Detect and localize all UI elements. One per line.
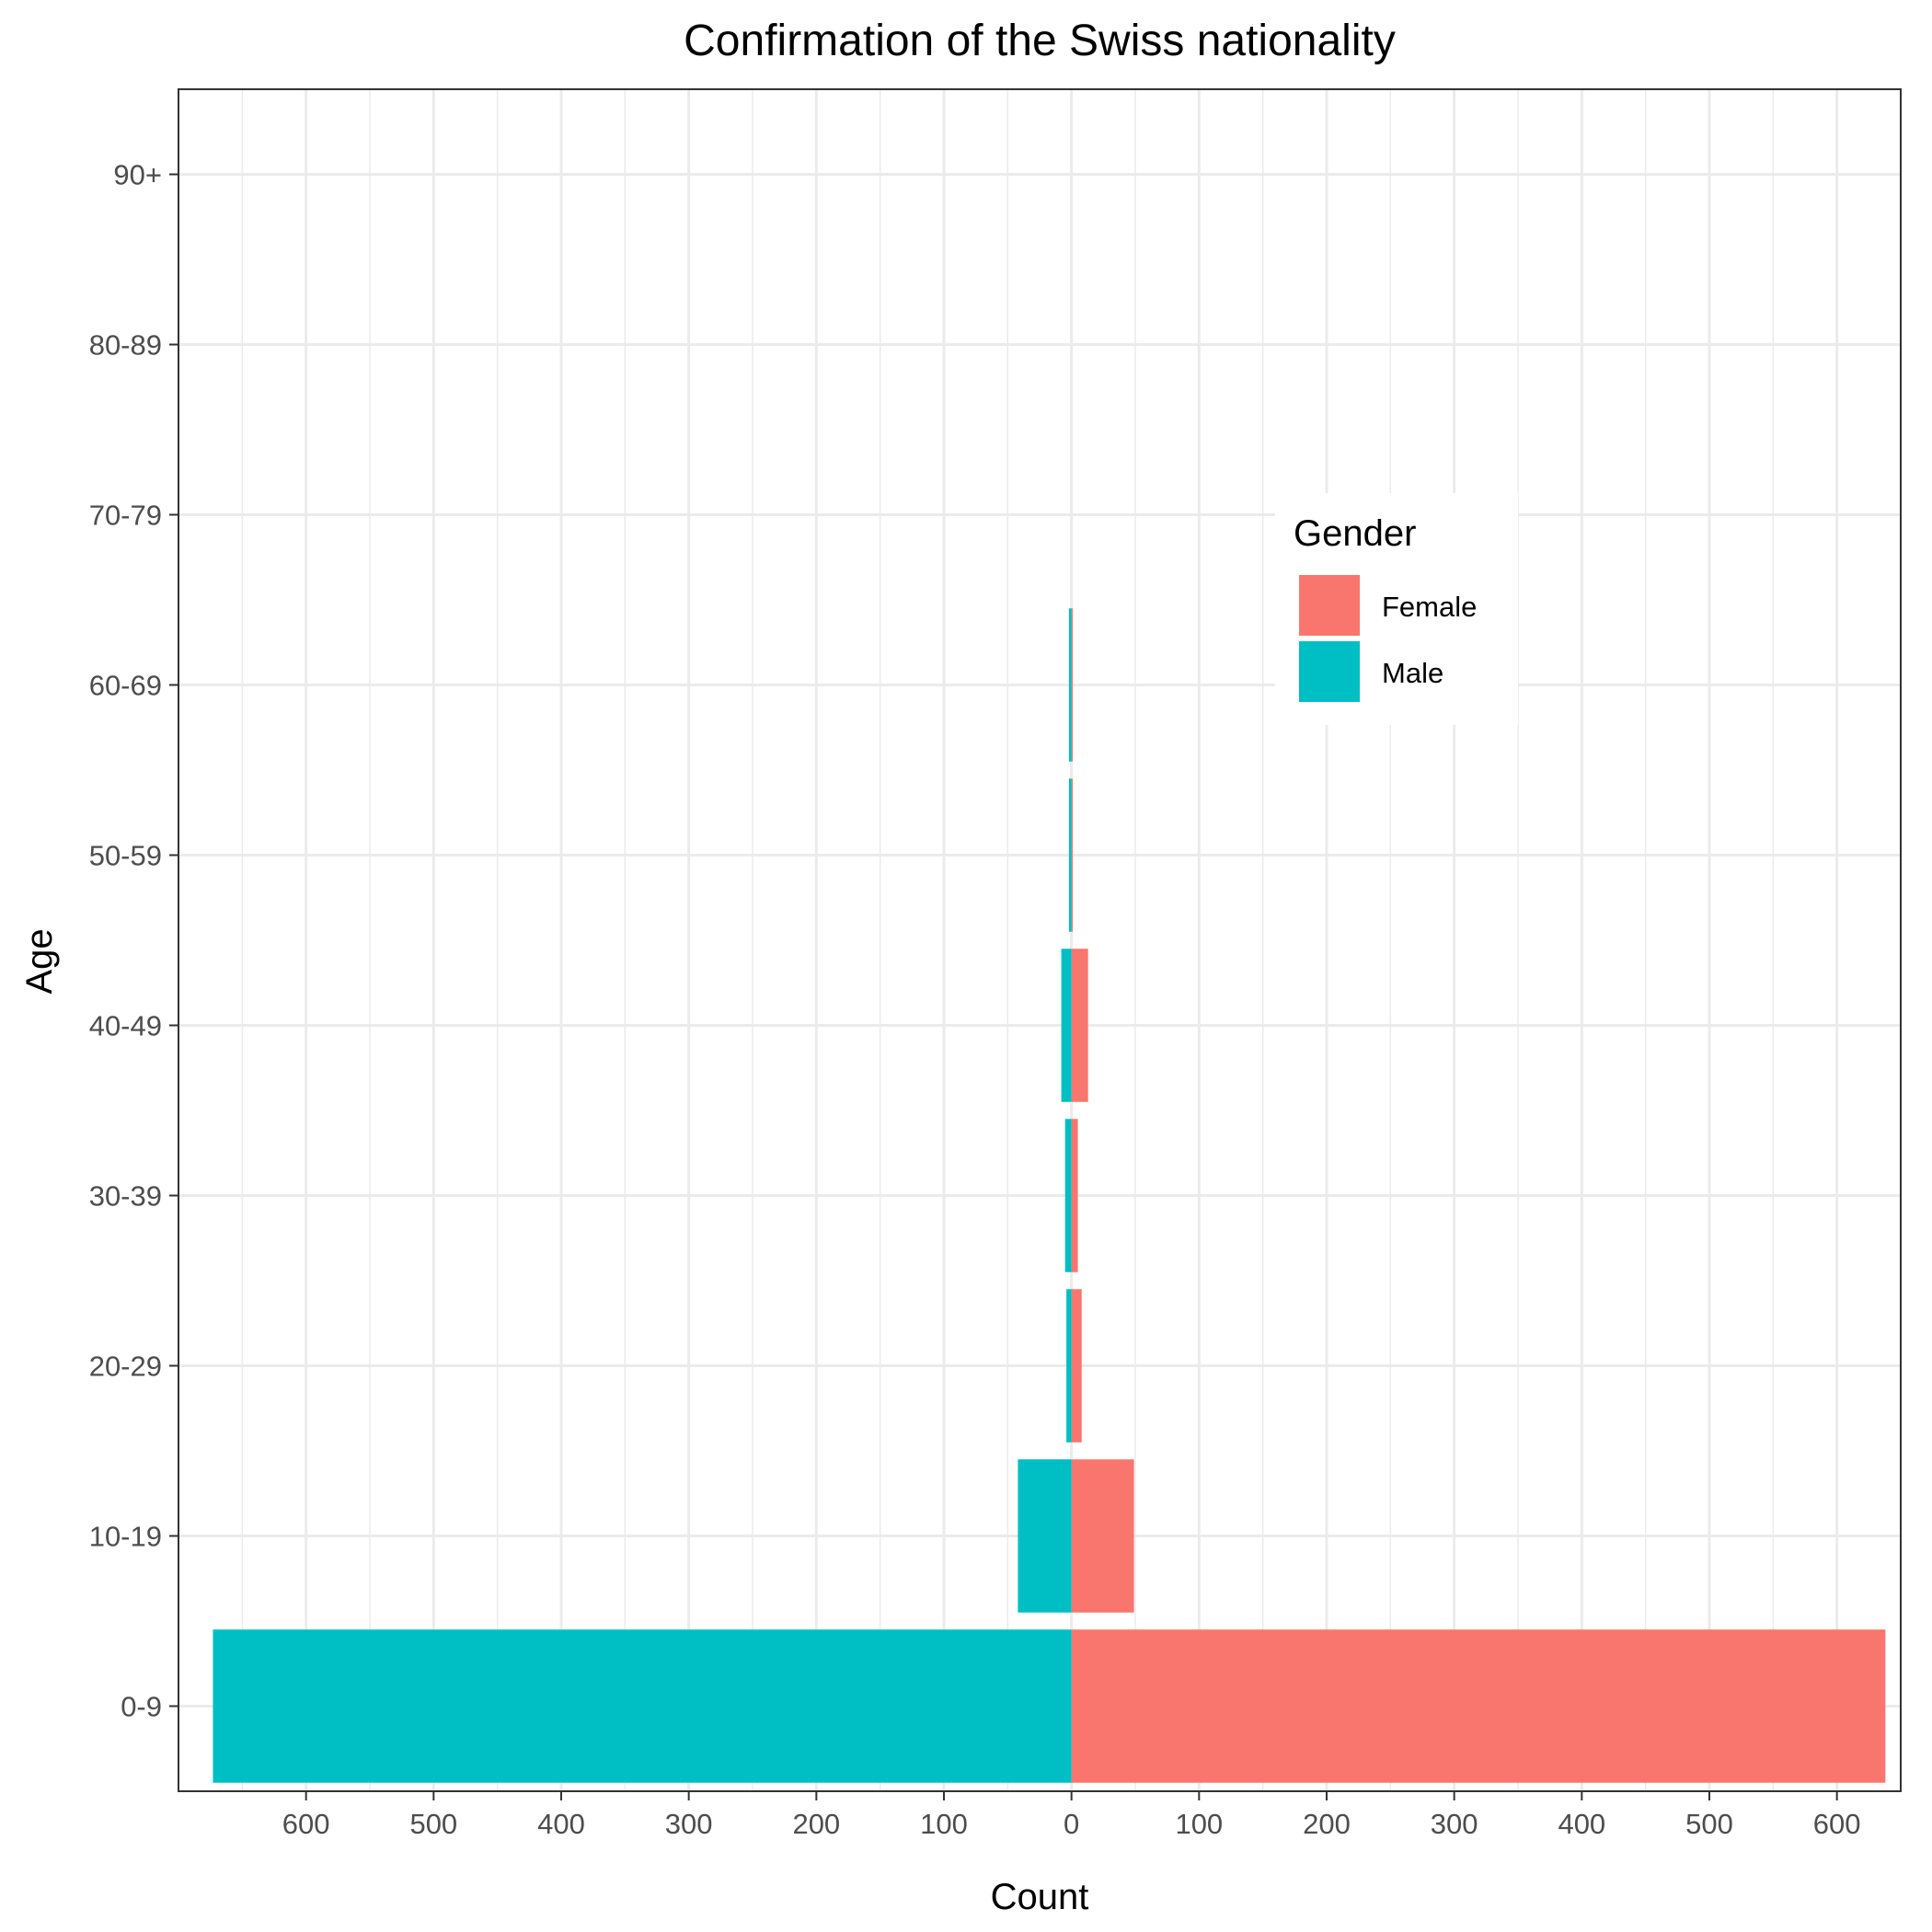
chart-title: Confirmation of the Swiss nationality <box>684 17 1396 65</box>
x-tick-label: 400 <box>537 1808 585 1840</box>
y-tick-label: 60-69 <box>89 670 162 702</box>
x-tick-label: 0 <box>1064 1808 1079 1840</box>
bar-female-20-29 <box>1071 1289 1082 1443</box>
legend-title: Gender <box>1294 513 1416 554</box>
y-tick-label: 20-29 <box>89 1351 162 1383</box>
x-tick-label: 500 <box>1685 1808 1733 1840</box>
grid-lines <box>178 89 1902 1791</box>
x-tick-label: 200 <box>792 1808 840 1840</box>
y-tick-label: 30-39 <box>89 1180 162 1213</box>
x-tick-label: 300 <box>665 1808 713 1840</box>
x-tick-label: 100 <box>1175 1808 1223 1840</box>
x-axis-title: Count <box>991 1877 1089 1917</box>
bar-female-0-9 <box>1071 1629 1886 1783</box>
y-tick-label: 50-59 <box>89 840 162 872</box>
x-axis: 600 500 400 300 200 100 0 100 200 300 400 500 600 <box>282 1791 1861 1840</box>
bar-female-10-19 <box>1071 1459 1134 1613</box>
legend-key-male <box>1299 641 1360 702</box>
legend-label-male: Male <box>1382 657 1443 689</box>
bar-male-60-69 <box>1068 608 1072 762</box>
bar-female-30-39 <box>1071 1119 1078 1272</box>
bar-female-40-49 <box>1071 949 1088 1102</box>
plot-panel-border <box>178 88 1902 1792</box>
bar-female-60-69 <box>1071 608 1074 762</box>
bars <box>213 608 1886 1783</box>
bar-male-20-29 <box>1066 1289 1072 1443</box>
bar-male-50-59 <box>1068 778 1072 932</box>
bar-female-50-59 <box>1071 778 1074 932</box>
legend-label-female: Female <box>1382 591 1477 623</box>
x-tick-label: 500 <box>409 1808 457 1840</box>
y-axis: 0-9 10-19 20-29 30-39 40-49 50-59 60-69 70-79 80… <box>89 159 178 1723</box>
x-tick-label: 600 <box>282 1808 330 1840</box>
x-tick-label: 300 <box>1431 1808 1478 1840</box>
y-tick-label: 90+ <box>113 159 162 191</box>
bar-male-40-49 <box>1061 949 1072 1102</box>
bar-male-10-19 <box>1018 1459 1072 1613</box>
y-axis-title: Age <box>19 928 60 994</box>
bar-male-0-9 <box>213 1629 1072 1783</box>
y-tick-label: 70-79 <box>89 500 162 532</box>
legend-key-female <box>1299 575 1360 636</box>
bar-male-30-39 <box>1064 1119 1072 1272</box>
legend: Gender Female Male <box>1275 493 1518 725</box>
y-tick-label: 40-49 <box>89 1010 162 1042</box>
y-tick-label: 10-19 <box>89 1521 162 1553</box>
y-tick-label: 0-9 <box>121 1691 162 1723</box>
x-tick-label: 200 <box>1303 1808 1351 1840</box>
x-tick-label: 600 <box>1813 1808 1861 1840</box>
x-tick-label: 400 <box>1558 1808 1605 1840</box>
y-tick-label: 80-89 <box>89 329 162 362</box>
x-tick-label: 100 <box>920 1808 968 1840</box>
